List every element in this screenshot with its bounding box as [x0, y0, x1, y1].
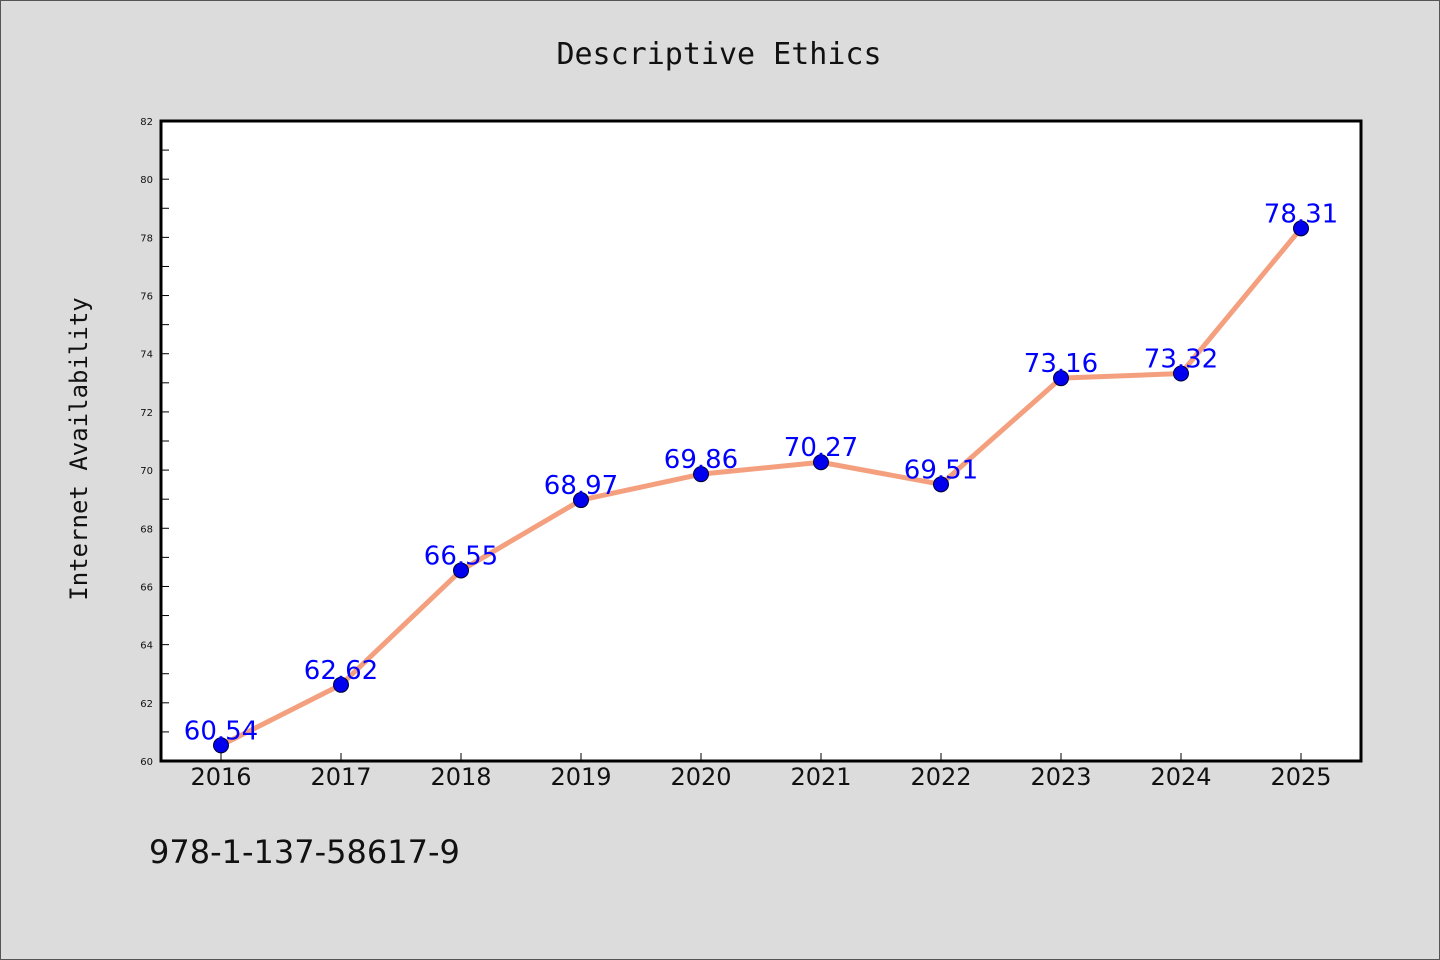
- data-points: [213, 220, 1309, 754]
- x-tick-label: 2022: [910, 763, 971, 791]
- data-label: 68.97: [544, 471, 618, 501]
- y-tick-label: 82: [140, 117, 153, 128]
- y-tick-label: 76: [140, 292, 153, 303]
- y-tick-label: 74: [140, 350, 153, 361]
- y-tick-label: 70: [140, 466, 153, 477]
- data-label: 73.32: [1144, 345, 1218, 375]
- isbn-text: 978-1-137-58617-9: [149, 833, 460, 871]
- data-point: [693, 466, 709, 483]
- x-tick-label: 2023: [1030, 763, 1091, 791]
- y-tick-label: 62: [140, 699, 153, 710]
- y-axis-ticks: 60 62 64 66 68 70 72 74 76 78 80 82: [140, 117, 169, 768]
- data-point: [1173, 365, 1189, 382]
- y-tick-label: 64: [140, 641, 153, 652]
- data-label: 60.54: [184, 716, 258, 746]
- y-tick-label: 60: [140, 757, 153, 768]
- x-tick-label: 2021: [790, 763, 851, 791]
- data-label: 70.27: [784, 433, 858, 463]
- data-point: [213, 737, 229, 754]
- data-point: [573, 492, 589, 509]
- data-point: [1293, 220, 1309, 237]
- data-labels: 60.54 62.62 66.55 68.97 69.86 70.27 69.51 73.16…: [184, 199, 1338, 746]
- y-tick-label: 78: [140, 233, 153, 244]
- x-tick-label: 2017: [310, 763, 371, 791]
- y-axis-label: Internet Availability: [65, 297, 93, 600]
- y-tick-label: 66: [140, 582, 153, 593]
- x-tick-label: 2025: [1270, 763, 1331, 791]
- data-point: [933, 476, 949, 493]
- y-tick-label: 80: [140, 175, 153, 186]
- y-tick-label: 72: [140, 408, 153, 419]
- data-label: 78.31: [1264, 199, 1338, 229]
- x-tick-label: 2018: [430, 763, 491, 791]
- data-label: 62.62: [304, 656, 378, 686]
- data-point: [813, 454, 829, 471]
- y-tick-label: 68: [140, 524, 153, 535]
- x-tick-label: 2020: [670, 763, 731, 791]
- data-label: 69.51: [904, 455, 978, 485]
- x-tick-label: 2024: [1150, 763, 1211, 791]
- data-point: [333, 676, 349, 693]
- chart-title: Descriptive Ethics: [556, 37, 881, 72]
- plot-area: [159, 119, 1363, 763]
- data-label: 66.55: [424, 541, 498, 571]
- data-point: [1053, 370, 1069, 387]
- data-label: 69.86: [664, 445, 738, 475]
- x-tick-label: 2019: [550, 763, 611, 791]
- series-line: [218, 225, 1304, 748]
- data-label: 73.16: [1024, 349, 1098, 379]
- x-axis-ticks: 2016 2017 2018 2019 2020 2021 2022 2023 2024 2025: [190, 753, 1332, 791]
- data-point: [453, 562, 469, 579]
- x-tick-label: 2016: [190, 763, 251, 791]
